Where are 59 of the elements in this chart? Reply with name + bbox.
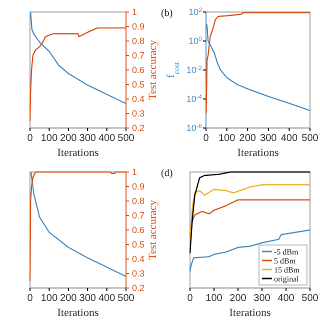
x-tick-label: 300: [79, 293, 96, 304]
x-tick-label: 400: [98, 133, 116, 144]
y2-tick-label: 0.5: [132, 79, 145, 90]
y2-tick-label: 0.7: [132, 50, 145, 60]
y-tick-label: 10$^{-4}$: [186, 93, 202, 104]
x-tick-label: 100: [40, 293, 58, 304]
x-tick-label: 200: [239, 133, 256, 144]
x-axis-title: Iterations: [57, 307, 99, 319]
y2-tick-label: 0.2: [132, 282, 145, 293]
y2-tick-label: 0.5: [132, 239, 145, 250]
x-axis-title: Iterations: [57, 147, 99, 159]
legend-label: -5 dBm: [274, 248, 299, 256]
y-tick-label: 10$^{-2}$: [186, 64, 202, 75]
y2-tick-label: 0.3: [132, 268, 145, 278]
legend-label: 5 dBm: [274, 256, 296, 266]
y2-tick-label: 0.6: [132, 64, 145, 75]
y2-tick-label: 0.7: [132, 210, 145, 220]
y2-tick-label: 1: [132, 166, 138, 177]
y2-tick-label: 0.6: [132, 224, 145, 235]
x-tick-label: 100: [206, 293, 223, 304]
y2-tick-label: 0.9: [132, 181, 145, 192]
x-tick-label: 0: [187, 293, 194, 304]
x-tick-label: 400: [278, 293, 295, 304]
y2-tick-label: 0.2: [132, 122, 145, 133]
x-tick-label: 100: [40, 133, 58, 144]
text: (d): [161, 168, 173, 179]
y2-axis-title: Test accuracy: [147, 40, 159, 100]
x-tick-label: 300: [79, 133, 96, 144]
y-tick-label: 10$^{-6}$: [186, 122, 202, 133]
x-tick-label: 300: [260, 133, 278, 144]
x-tick-label: 400: [280, 133, 298, 144]
x-tick-label: 500: [302, 133, 319, 144]
x-tick-label: 500: [118, 293, 135, 304]
y2-tick-label: 0.8: [132, 36, 145, 46]
y-tick-label: 10$^{2}$: [188, 6, 202, 17]
x-tick-label: 500: [118, 133, 135, 144]
y-tick-label: 10$^{0}$: [188, 35, 202, 46]
x-tick-label: 200: [60, 293, 78, 304]
x-tick-label: 300: [254, 293, 271, 304]
x-tick-label: 100: [218, 133, 236, 144]
y2-tick-label: 0.3: [132, 108, 145, 118]
x-axis-title: Iterations: [237, 147, 279, 159]
y2-axis-title: Test accuracy: [147, 200, 159, 260]
legend-label: 15 dBm: [274, 266, 300, 274]
x-tick-label: 500: [302, 293, 319, 304]
x-tick-label: 200: [230, 293, 247, 304]
x-tick-label: 400: [98, 293, 116, 304]
y2-tick-label: 0.8: [132, 196, 145, 206]
x-tick-label: 0: [27, 133, 34, 144]
y2-tick-label: 1: [132, 6, 138, 17]
y2-tick-label: 0.9: [132, 21, 145, 32]
x-tick-label: 0: [27, 293, 34, 304]
y2-tick-label: 0.4: [132, 94, 145, 104]
x-axis-title: Iterations: [229, 307, 271, 319]
x-tick-label: 200: [60, 133, 78, 144]
x-tick-label: 0: [203, 133, 210, 144]
y2-tick-label: 0.4: [132, 254, 145, 264]
legend-label: original: [274, 274, 300, 284]
text: (b): [161, 8, 173, 19]
